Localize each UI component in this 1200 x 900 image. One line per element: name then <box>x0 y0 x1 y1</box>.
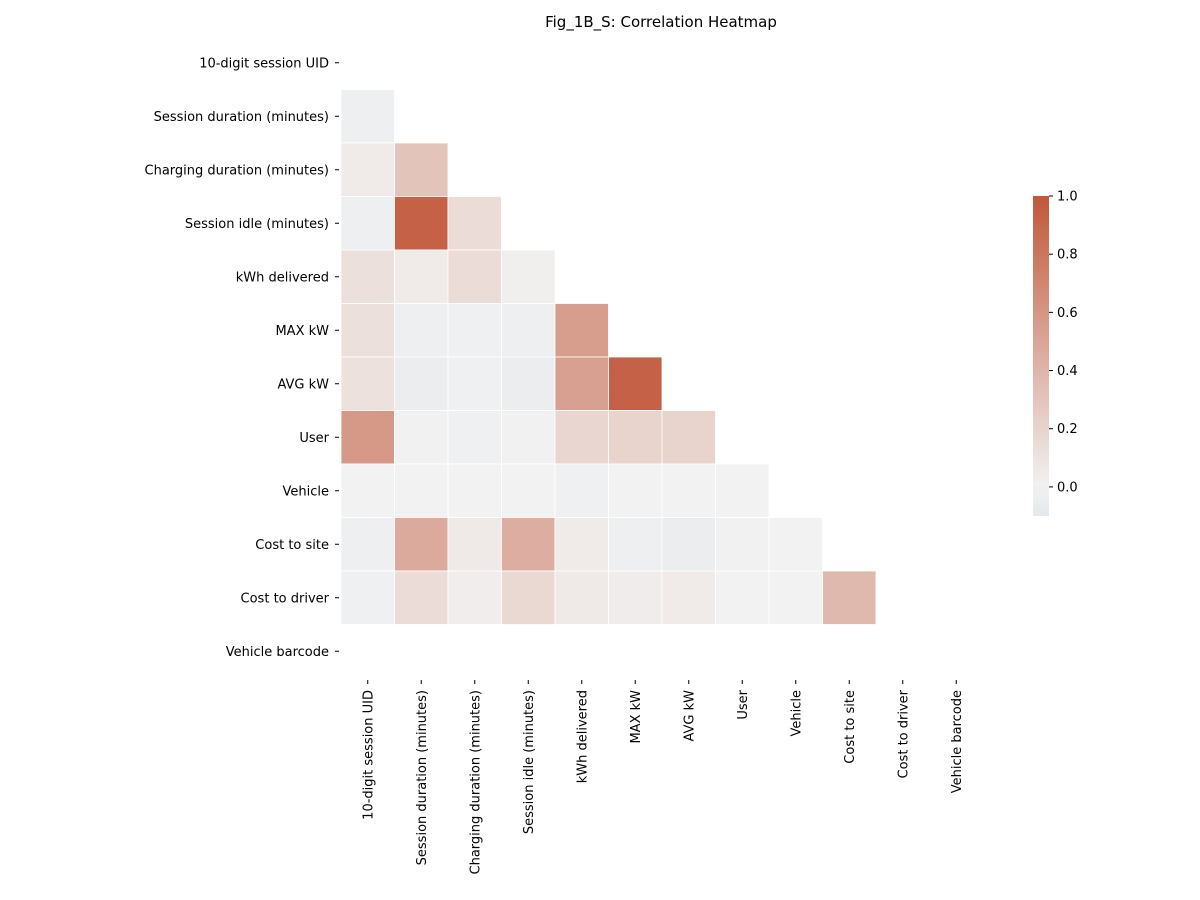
heatmap-cell <box>661 570 716 625</box>
heatmap-cell <box>394 517 449 572</box>
heatmap-cell <box>394 356 449 411</box>
heatmap-cell <box>447 303 502 358</box>
colorbar-tick-label: 1.0 <box>1057 190 1078 205</box>
heatmap-cells <box>340 89 877 625</box>
column-label: AVG kW <box>682 690 697 742</box>
row-label: kWh delivered <box>236 270 329 285</box>
heatmap-cell <box>608 356 663 411</box>
column-labels: 10-digit session UID Session duration (mi… <box>361 680 965 875</box>
heatmap-cell <box>608 570 663 625</box>
heatmap-cell <box>447 410 502 465</box>
column-label: Cost to driver <box>896 689 911 778</box>
heatmap-cell <box>394 196 449 251</box>
colorbar-tick-label: 0.8 <box>1057 248 1078 263</box>
heatmap-cell <box>822 570 877 625</box>
heatmap-cell <box>554 570 609 625</box>
heatmap-cell <box>447 517 502 572</box>
colorbar-gradient <box>1033 196 1049 516</box>
heatmap-cell <box>340 463 395 518</box>
heatmap-cell <box>447 463 502 518</box>
heatmap-cell <box>340 89 395 144</box>
heatmap-cell <box>608 517 663 572</box>
colorbar-tick-label: 0.2 <box>1057 422 1078 437</box>
heatmap-cell <box>661 463 716 518</box>
heatmap-cell <box>447 570 502 625</box>
row-label: User <box>299 431 329 446</box>
row-label: Cost to driver <box>241 591 330 606</box>
column-label: Cost to site <box>843 690 858 764</box>
heatmap-cell <box>394 142 449 197</box>
heatmap-cell <box>447 356 502 411</box>
column-label: kWh delivered <box>575 690 590 783</box>
heatmap-cell <box>340 570 395 625</box>
heatmap-cell <box>340 142 395 197</box>
colorbar-tick-label: 0.0 <box>1057 480 1078 495</box>
heatmap-cell <box>554 303 609 358</box>
heatmap-cell <box>394 249 449 304</box>
column-label: Vehicle <box>789 690 804 737</box>
heatmap-cell <box>340 303 395 358</box>
column-label: User <box>736 689 751 719</box>
row-label: Cost to site <box>255 538 329 553</box>
heatmap-cell <box>608 463 663 518</box>
heatmap-cell <box>501 303 556 358</box>
heatmap-cell <box>661 517 716 572</box>
row-label: 10-digit session UID <box>199 56 329 71</box>
column-label: 10-digit session UID <box>361 690 376 820</box>
heatmap-cell <box>394 303 449 358</box>
heatmap-cell <box>554 356 609 411</box>
column-label: MAX kW <box>629 690 644 744</box>
row-label: MAX kW <box>275 324 329 339</box>
row-label: AVG kW <box>277 377 329 392</box>
heatmap-cell <box>394 410 449 465</box>
colorbar-tick-label: 0.4 <box>1057 364 1078 379</box>
heatmap-cell <box>554 517 609 572</box>
heatmap-cell <box>608 410 663 465</box>
heatmap-cell <box>715 570 770 625</box>
heatmap-cell <box>501 249 556 304</box>
row-label: Charging duration (minutes) <box>145 163 330 178</box>
row-label: Session idle (minutes) <box>185 217 329 232</box>
heatmap-cell <box>340 249 395 304</box>
column-label: Session duration (minutes) <box>415 690 430 865</box>
heatmap-cell <box>340 356 395 411</box>
heatmap-cell <box>447 249 502 304</box>
heatmap-cell <box>661 410 716 465</box>
column-label: Charging duration (minutes) <box>468 690 483 875</box>
column-label: Vehicle barcode <box>950 690 965 793</box>
colorbar: 1.0 0.8 0.6 0.4 0.2 0.0 <box>1033 190 1078 516</box>
heatmap-cell <box>447 196 502 251</box>
column-label: Session idle (minutes) <box>522 690 537 834</box>
heatmap-cell <box>394 463 449 518</box>
row-label: Session duration (minutes) <box>154 110 329 125</box>
heatmap-cell <box>715 517 770 572</box>
heatmap-cell <box>340 196 395 251</box>
heatmap-cell <box>340 410 395 465</box>
row-label: Vehicle barcode <box>226 645 329 660</box>
heatmap-cell <box>768 570 823 625</box>
heatmap-cell <box>554 410 609 465</box>
row-labels: 10-digit session UID Session duration (mi… <box>145 56 339 660</box>
heatmap-cell <box>715 463 770 518</box>
row-label: Vehicle <box>283 484 330 499</box>
heatmap-cell <box>340 517 395 572</box>
heatmap-cell <box>501 463 556 518</box>
heatmap-cell <box>554 463 609 518</box>
chart-title: Fig_1B_S: Correlation Heatmap <box>545 13 777 32</box>
heatmap-cell <box>768 517 823 572</box>
heatmap-cell <box>501 356 556 411</box>
heatmap-cell <box>501 410 556 465</box>
heatmap-cell <box>394 570 449 625</box>
heatmap-cell <box>501 570 556 625</box>
heatmap-cell <box>501 517 556 572</box>
colorbar-tick-label: 0.6 <box>1057 306 1078 321</box>
